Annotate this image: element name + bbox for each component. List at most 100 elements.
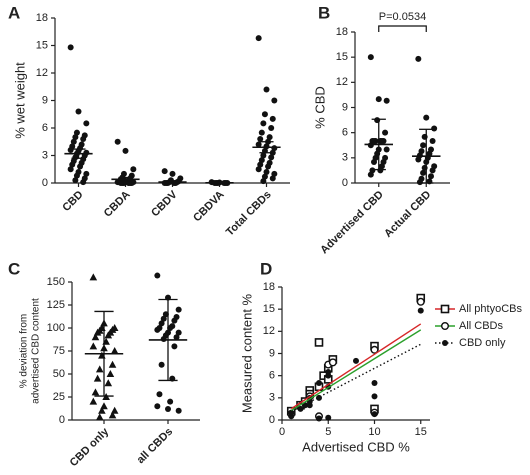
significance-bracket <box>378 25 427 32</box>
y-tick-label: 6 <box>269 370 275 382</box>
point <box>110 347 119 354</box>
x-tick-label: Advertised CBD <box>318 189 386 257</box>
point <box>314 338 324 347</box>
point <box>73 172 80 179</box>
point <box>165 405 171 412</box>
x-tick-label: 15 <box>415 426 427 438</box>
fit-line <box>290 343 422 413</box>
legend-marker <box>442 340 448 346</box>
point <box>160 336 167 343</box>
point <box>416 179 423 186</box>
y-axis-label: % deviation from <box>19 314 30 388</box>
legend-label: CBD only <box>459 337 506 349</box>
y-tick-label: 6 <box>42 122 48 134</box>
y-axis-label: advertised CBD content <box>31 298 42 404</box>
point <box>175 407 182 414</box>
point <box>260 178 267 185</box>
point <box>258 157 265 164</box>
point <box>154 403 161 410</box>
y-axis-label: % CBD <box>312 86 327 129</box>
point <box>265 163 272 170</box>
point <box>269 115 276 122</box>
y-tick-label: 12 <box>336 76 348 88</box>
point <box>160 315 167 322</box>
point <box>370 345 379 354</box>
point <box>353 357 359 364</box>
point <box>67 44 74 51</box>
point <box>175 306 182 313</box>
point <box>260 152 267 159</box>
point <box>154 326 161 333</box>
point <box>169 170 176 177</box>
point <box>257 161 264 168</box>
point <box>258 129 265 136</box>
point <box>106 370 115 377</box>
point <box>325 414 332 421</box>
point <box>271 170 278 177</box>
point <box>158 320 165 327</box>
y-tick-label: 3 <box>269 392 275 404</box>
point <box>104 379 113 387</box>
point <box>416 297 425 306</box>
point <box>173 334 180 341</box>
point <box>268 125 275 131</box>
point <box>156 391 163 398</box>
fit-line <box>290 323 422 410</box>
point <box>316 415 322 422</box>
x-tick-label: all CBDs <box>135 426 175 466</box>
point <box>108 411 117 419</box>
point <box>67 166 74 173</box>
point <box>428 173 434 180</box>
point <box>382 129 389 136</box>
point <box>288 409 295 416</box>
legend-label: All phtyoCBs <box>459 303 522 315</box>
point <box>255 35 262 42</box>
point <box>260 120 267 127</box>
x-tick-label: CBD only <box>68 425 112 469</box>
y-tick-label: 3 <box>42 149 48 161</box>
point <box>420 169 427 176</box>
point <box>423 114 430 121</box>
y-tick-label: 50 <box>53 368 65 380</box>
x-tick-label: Actual CBD <box>382 189 433 240</box>
point <box>98 406 106 414</box>
y-tick-label: 6 <box>342 127 348 139</box>
annotation: P=0.0534 <box>379 11 426 23</box>
point <box>306 402 313 409</box>
point <box>255 141 262 148</box>
y-tick-label: 9 <box>269 347 275 359</box>
point <box>72 177 79 184</box>
point <box>375 96 382 103</box>
x-axis-label: Advertised CBD % <box>302 439 410 454</box>
point <box>415 156 422 163</box>
point <box>417 307 424 314</box>
x-tick-label: CBDVA <box>191 189 227 225</box>
point <box>95 413 104 421</box>
point <box>371 159 377 166</box>
point <box>73 129 80 136</box>
y-tick-label: 75 <box>53 345 65 357</box>
point <box>89 397 98 405</box>
point <box>431 125 438 132</box>
point <box>69 161 76 168</box>
fit-line <box>290 329 422 412</box>
point <box>171 343 178 350</box>
y-tick-label: 0 <box>42 177 48 189</box>
y-tick-label: 18 <box>263 281 275 293</box>
y-tick-label: 18 <box>36 12 48 24</box>
panel-letter: C <box>8 259 20 278</box>
point <box>67 147 74 153</box>
point <box>367 171 374 178</box>
y-axis-label: Measured content % <box>239 293 254 413</box>
y-tick-label: 15 <box>36 39 48 51</box>
y-tick-label: 150 <box>47 276 65 288</box>
panel-letter: D <box>260 259 272 278</box>
point <box>83 170 90 177</box>
point <box>80 179 87 186</box>
point <box>167 398 174 405</box>
point <box>72 134 79 141</box>
point <box>429 167 436 174</box>
point <box>325 372 332 379</box>
point <box>91 333 100 341</box>
